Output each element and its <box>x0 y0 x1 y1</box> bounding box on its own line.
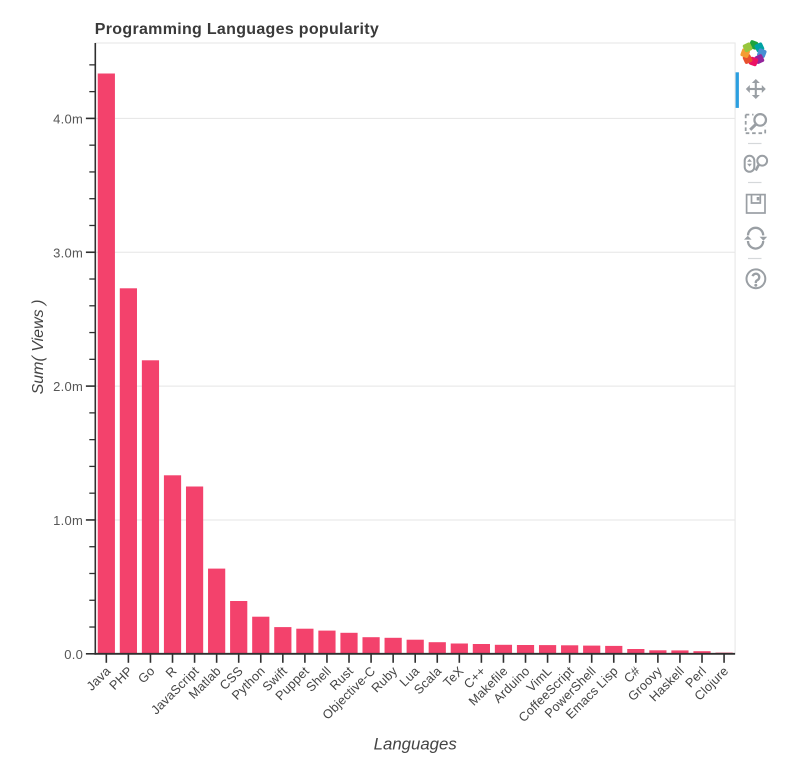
svg-text:Programming Languages populari: Programming Languages popularity <box>95 21 379 38</box>
svg-text:3.0m: 3.0m <box>53 245 83 260</box>
svg-text:2.0m: 2.0m <box>53 379 83 394</box>
svg-text:4.0m: 4.0m <box>53 112 83 127</box>
svg-text:Sum( Views ): Sum( Views ) <box>30 300 47 395</box>
svg-text:Languages: Languages <box>374 735 458 754</box>
svg-text:1.0m: 1.0m <box>53 513 83 528</box>
svg-text:0.0: 0.0 <box>64 647 83 662</box>
